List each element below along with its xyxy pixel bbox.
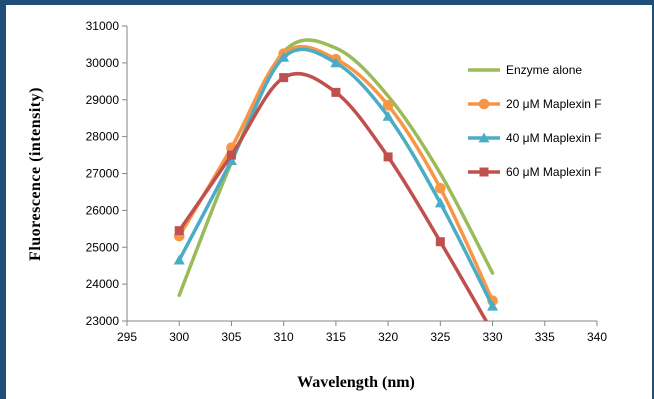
data-point: [225, 155, 237, 165]
data-point: [278, 51, 290, 62]
y-tick-label: 24000: [86, 277, 120, 291]
data-point: [382, 110, 394, 121]
data-point: [434, 197, 446, 208]
legend: Enzyme alone 20 μM Maplexin F 40 μM Maplex…: [468, 63, 602, 179]
legend-label: Enzyme alone: [506, 63, 582, 77]
y-tick-label: 25000: [86, 240, 120, 254]
y-axis-title: Fluorescence (intensity): [27, 87, 44, 261]
y-tick-label: 29000: [86, 93, 120, 107]
x-tick-label: 330: [483, 330, 503, 344]
legend-item: Enzyme alone: [468, 63, 582, 77]
y-ticks: 23000 24000 25000 26000 27000 28000 29000 30000…: [86, 19, 127, 328]
data-point: [226, 150, 236, 160]
data-point: [435, 237, 445, 247]
data-point: [383, 152, 393, 162]
x-tick-label: 335: [535, 330, 555, 344]
x-tick-label: 340: [587, 330, 607, 344]
x-tick-label: 320: [378, 330, 398, 344]
y-tick-label: 30000: [86, 56, 120, 70]
legend-item: 60 μM Maplexin F: [468, 165, 602, 179]
x-tick-label: 315: [326, 330, 346, 344]
legend-item: 20 μM Maplexin F: [468, 97, 602, 111]
legend-label: 20 μM Maplexin F: [506, 97, 602, 111]
legend-item: 40 μM Maplexin F: [468, 131, 602, 145]
data-point: [173, 254, 185, 265]
y-tick-label: 31000: [86, 19, 120, 33]
data-point: [382, 99, 394, 111]
data-point: [331, 87, 341, 97]
y-tick-label: 27000: [86, 167, 120, 181]
x-tick-label: 295: [117, 330, 137, 344]
data-point: [330, 57, 342, 68]
y-tick-label: 23000: [86, 314, 120, 328]
data-point: [279, 73, 289, 83]
y-tick-label: 28000: [86, 130, 120, 144]
x-ticks: 295 300 305 310 315 320 325 330 335 340: [117, 321, 607, 344]
x-tick-label: 310: [274, 330, 294, 344]
data-point: [174, 226, 184, 236]
series-line: [177, 71, 489, 321]
legend-marker: [479, 167, 489, 177]
x-axis-title: Wavelength (nm): [297, 374, 415, 391]
x-tick-label: 305: [221, 330, 241, 344]
legend-label: 40 μM Maplexin F: [506, 131, 602, 145]
data-point: [435, 182, 446, 194]
x-tick-label: 300: [169, 330, 189, 344]
series-2: [173, 47, 499, 311]
data-point: [487, 300, 499, 311]
x-tick-label: 325: [430, 330, 450, 344]
y-tick-label: 26000: [86, 203, 120, 217]
legend-marker: [478, 98, 490, 110]
series-layer: [173, 38, 499, 321]
legend-marker: [478, 132, 490, 143]
legend-label: 60 μM Maplexin F: [506, 165, 602, 179]
series-3: [174, 71, 489, 321]
